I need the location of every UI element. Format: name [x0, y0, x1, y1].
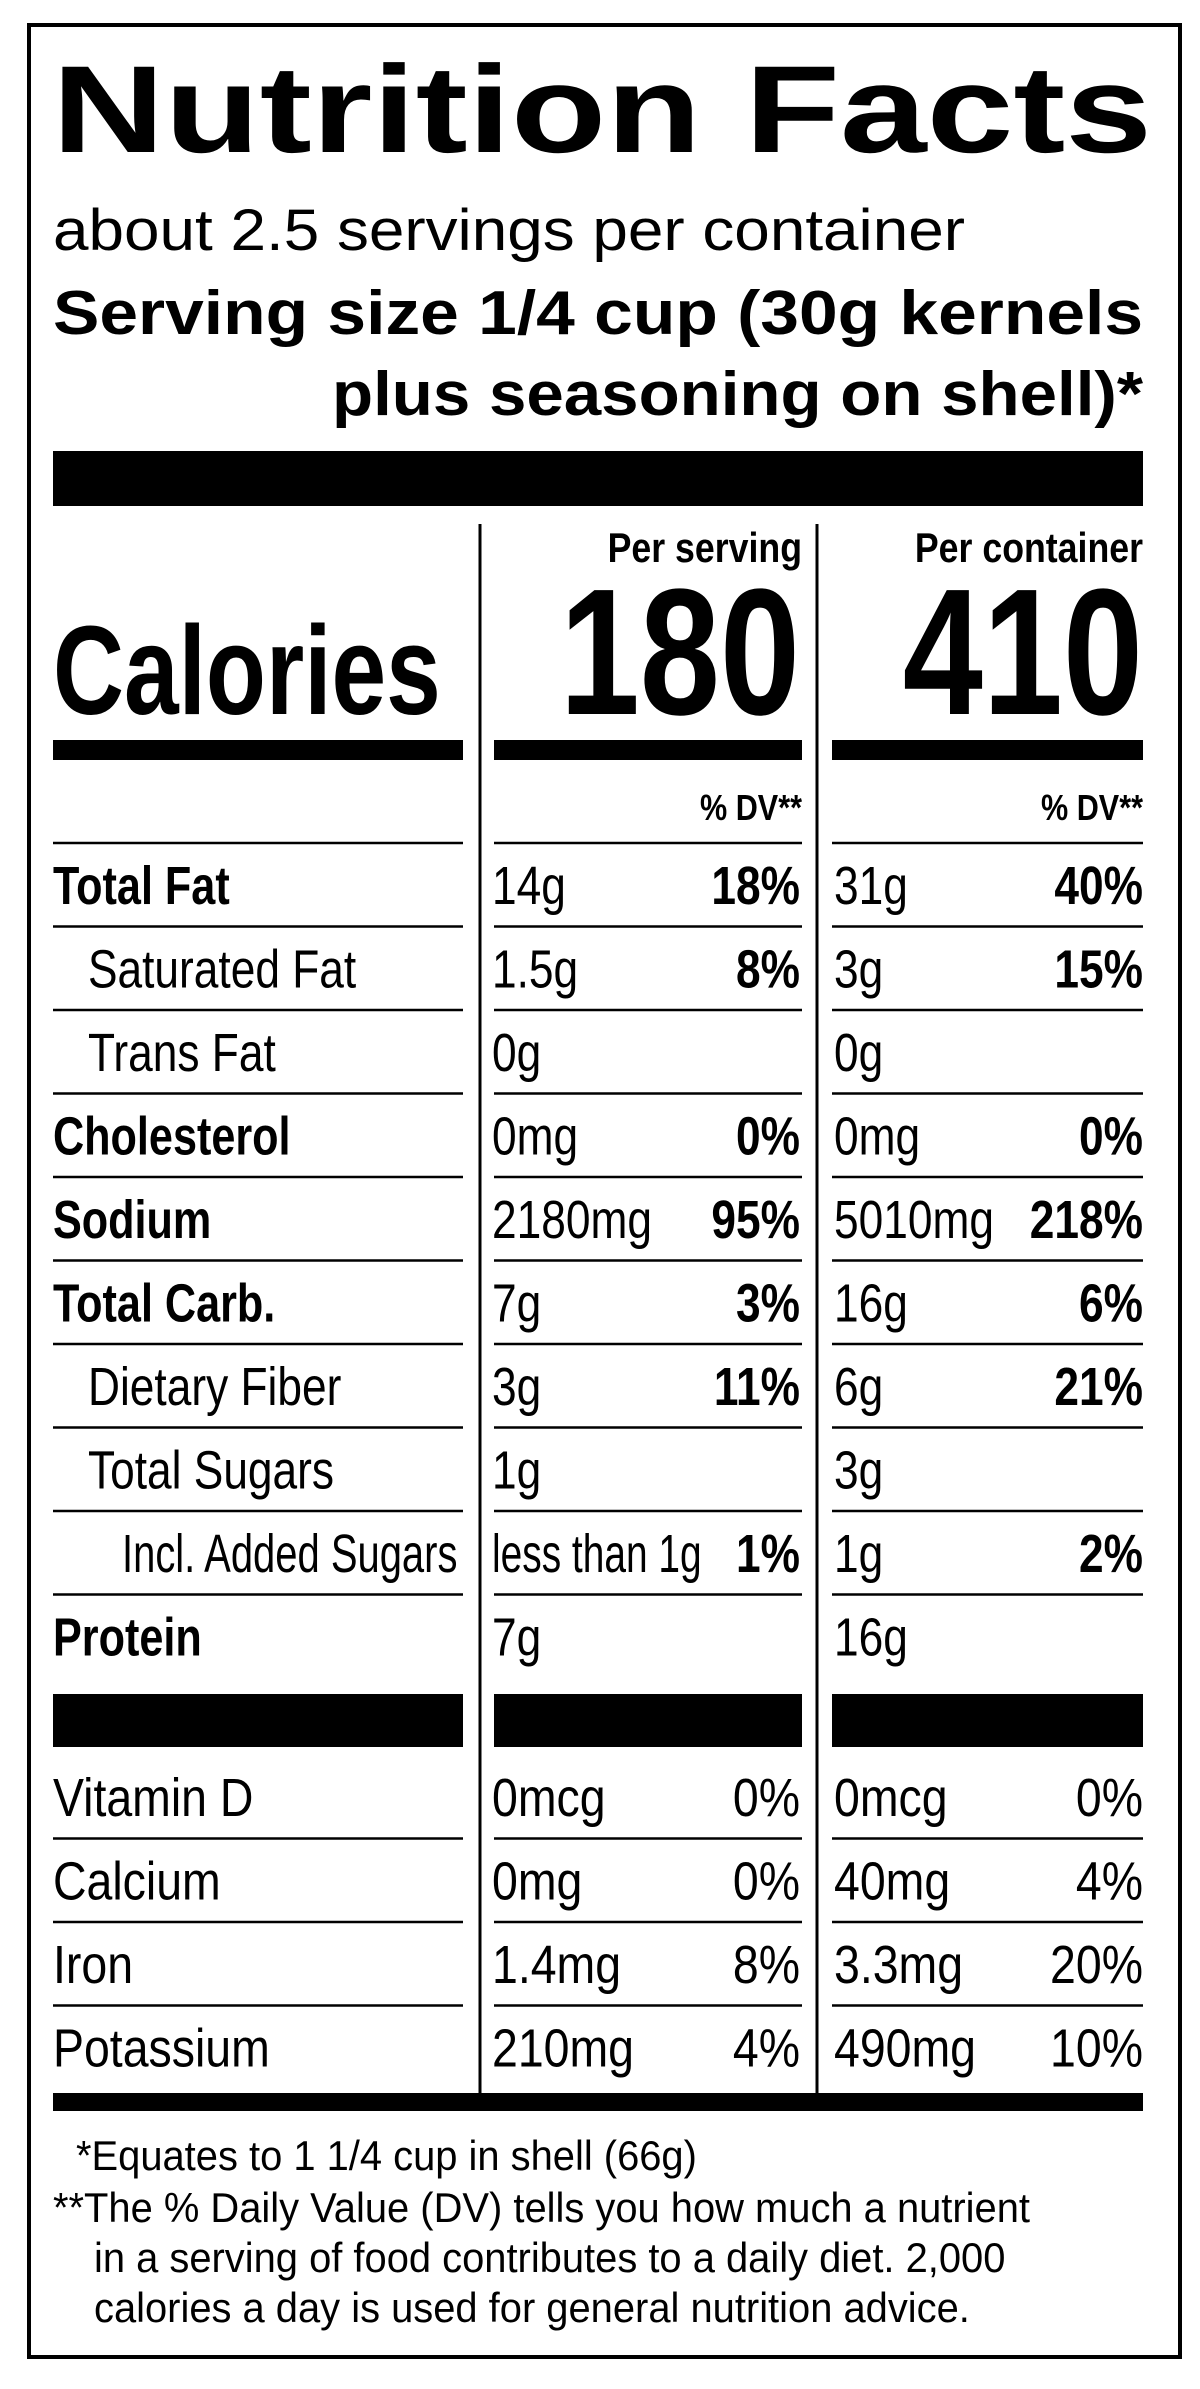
- footnote: *Equates to 1 1/4 cup in shell (66g): [76, 2132, 697, 2179]
- amount: 0g: [492, 1023, 541, 1083]
- nutrient-name: Trans Fat: [88, 1023, 276, 1083]
- amount: 16g: [834, 1273, 908, 1333]
- amount: 1g: [834, 1524, 883, 1584]
- daily-value: 21%: [1054, 1357, 1143, 1417]
- amount: 7g: [492, 1273, 541, 1333]
- daily-value: 4%: [733, 2017, 800, 2078]
- daily-value: 18%: [711, 856, 800, 916]
- column-header: Per container: [915, 525, 1143, 571]
- nutrient-name: Dietary Fiber: [88, 1357, 341, 1417]
- daily-value: 11%: [714, 1357, 800, 1417]
- amount: 5010mg: [834, 1190, 994, 1250]
- daily-value: 10%: [1050, 2017, 1143, 2078]
- amount: 14g: [492, 856, 566, 916]
- dv-header: % DV**: [700, 789, 802, 829]
- thick-bar: [53, 740, 463, 760]
- nutrient-name: Total Fat: [53, 856, 230, 916]
- daily-value: 3%: [736, 1273, 800, 1333]
- thick-bar: [832, 1694, 1143, 1747]
- vitamin-name: Iron: [53, 1933, 133, 1994]
- daily-value: 0%: [733, 1766, 800, 1827]
- nutrient-name: Sodium: [53, 1190, 211, 1250]
- daily-value: 0%: [1079, 1106, 1143, 1166]
- nutrient-name: Total Carb.: [53, 1274, 275, 1334]
- vitamin-name: Potassium: [53, 2017, 270, 2078]
- amount: 16g: [834, 1607, 908, 1667]
- calories-label: Calories: [53, 600, 441, 741]
- amount: 3g: [834, 1440, 883, 1500]
- footnote: **The % Daily Value (DV) tells you how m…: [53, 2184, 1031, 2231]
- daily-value: 8%: [736, 939, 800, 999]
- amount: 1g: [492, 1440, 541, 1500]
- nutrient-name: Saturated Fat: [88, 939, 356, 999]
- daily-value: 4%: [1076, 1850, 1143, 1911]
- serving-size: plus seasoning on shell)*: [332, 360, 1144, 429]
- thick-bar: [494, 1694, 802, 1747]
- amount: 3g: [492, 1357, 541, 1417]
- column-header: Per serving: [608, 525, 802, 571]
- servings: about 2.5 servings per container: [53, 198, 965, 263]
- daily-value: 218%: [1030, 1190, 1143, 1250]
- thick-bar: [53, 451, 1143, 506]
- vitamin-name: Vitamin D: [53, 1766, 253, 1827]
- daily-value: 40%: [1054, 856, 1143, 916]
- dv-header: % DV**: [1041, 789, 1143, 829]
- border: [27, 23, 1182, 2359]
- amount: 0mg: [834, 1106, 920, 1166]
- amount: 0mcg: [834, 1766, 948, 1827]
- amount: 1.5g: [492, 939, 578, 999]
- calories-value: 180: [560, 551, 800, 753]
- amount: less than 1g: [492, 1522, 702, 1583]
- thick-bar: [494, 740, 802, 760]
- amount: 7g: [492, 1607, 541, 1667]
- footnote: in a serving of food contributes to a da…: [94, 2234, 1005, 2281]
- daily-value: 2%: [1079, 1524, 1143, 1584]
- nutrient-name: Total Sugars: [88, 1440, 334, 1500]
- vitamin-name: Calcium: [53, 1850, 221, 1911]
- thick-bar: [832, 740, 1143, 760]
- daily-value: 95%: [711, 1190, 800, 1250]
- daily-value: 8%: [733, 1933, 800, 1994]
- amount: 2180mg: [492, 1190, 652, 1250]
- amount: 31g: [834, 856, 908, 916]
- amount: 3g: [834, 939, 883, 999]
- thick-bar: [53, 1694, 463, 1747]
- amount: 40mg: [834, 1850, 950, 1911]
- title: Nutrition Facts: [52, 41, 1152, 179]
- nutrient-name: Incl. Added Sugars: [122, 1524, 457, 1584]
- daily-value: 0%: [733, 1850, 800, 1911]
- serving-size: Serving size 1/4 cup (30g kernels: [53, 279, 1143, 348]
- amount: 0g: [834, 1023, 883, 1083]
- daily-value: 1%: [736, 1524, 800, 1584]
- nutrient-name: Protein: [53, 1608, 202, 1668]
- amount: 6g: [834, 1357, 883, 1417]
- amount: 0mcg: [492, 1766, 606, 1827]
- amount: 0mg: [492, 1850, 582, 1911]
- daily-value: 0%: [736, 1106, 800, 1166]
- amount: 490mg: [834, 2017, 976, 2078]
- amount: 210mg: [492, 2017, 634, 2078]
- calories-value: 410: [903, 551, 1143, 753]
- daily-value: 6%: [1079, 1273, 1143, 1333]
- footnote: calories a day is used for general nutri…: [94, 2284, 970, 2331]
- daily-value: 0%: [1076, 1766, 1143, 1827]
- thick-bar: [53, 2093, 1143, 2111]
- amount: 0mg: [492, 1106, 578, 1166]
- amount: 1.4mg: [492, 1933, 621, 1994]
- daily-value: 15%: [1054, 939, 1143, 999]
- nutrient-name: Cholesterol: [53, 1107, 291, 1167]
- daily-value: 20%: [1050, 1933, 1143, 1994]
- amount: 3.3mg: [834, 1933, 963, 1994]
